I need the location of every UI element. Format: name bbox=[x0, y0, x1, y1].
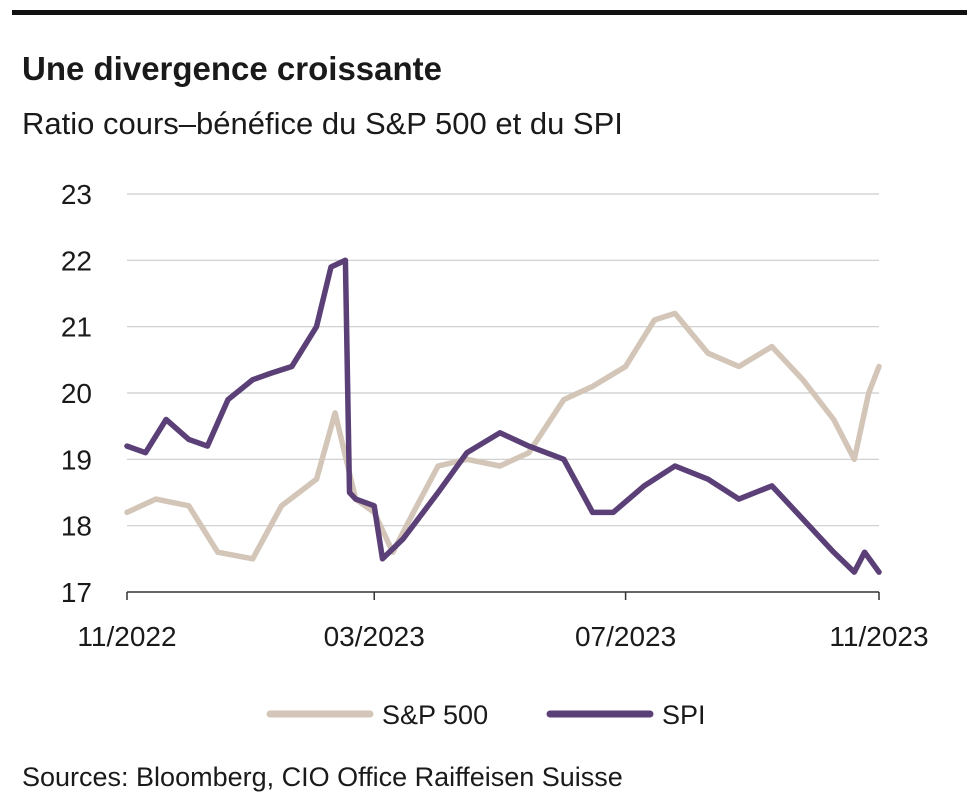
legend-label-spi: SPI bbox=[662, 700, 706, 730]
chart-subtitle: Ratio cours–bénéfice du S&P 500 et du SP… bbox=[22, 106, 623, 141]
y-tick-label: 22 bbox=[61, 245, 92, 276]
legend: S&P 500 SPI bbox=[266, 700, 706, 730]
y-tick-label: 19 bbox=[61, 444, 92, 475]
x-tick-label: 11/2023 bbox=[829, 621, 928, 652]
y-tick-label: 20 bbox=[61, 378, 92, 409]
x-tick-label: 11/2022 bbox=[77, 621, 176, 652]
y-tick-label: 17 bbox=[61, 577, 92, 608]
x-tick-label: 03/2023 bbox=[324, 621, 425, 652]
grid-lines bbox=[127, 193, 879, 527]
y-tick-label: 23 bbox=[61, 179, 92, 210]
y-tick-label: 18 bbox=[61, 511, 92, 542]
top-rule bbox=[12, 10, 967, 15]
series-lines bbox=[124, 257, 882, 575]
legend-label-sp500: S&P 500 bbox=[382, 700, 488, 730]
axes: 17 18 19 20 21 22 23 11/2022 03/2023 07/2023 11/20… bbox=[61, 179, 929, 652]
series-line-sp500 bbox=[124, 310, 882, 562]
series-line-spi bbox=[124, 257, 882, 575]
y-tick-label: 21 bbox=[61, 312, 92, 343]
x-tick-label: 07/2023 bbox=[575, 621, 676, 652]
source-note: Sources: Bloomberg, CIO Office Raiffeise… bbox=[22, 762, 623, 792]
chart-title: Une divergence croissante bbox=[22, 50, 443, 87]
